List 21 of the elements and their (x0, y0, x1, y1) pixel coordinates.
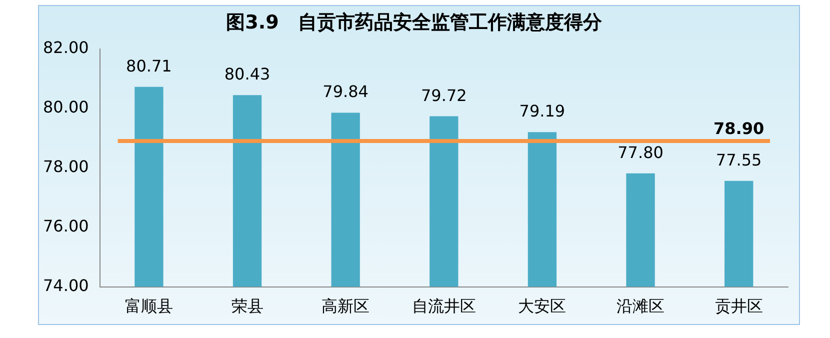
x-tick-label: 自流井区 (412, 296, 476, 316)
data-label: 79.84 (322, 82, 368, 102)
x-tick-label: 荣县 (231, 296, 264, 316)
y-tick-label: 74.00 (42, 276, 89, 295)
data-label: 80.71 (126, 56, 172, 76)
ref-line-label: 78.90 (714, 119, 764, 138)
y-tick-label: 80.00 (42, 97, 89, 116)
x-tick-label: 贡井区 (714, 296, 763, 316)
x-tick-label: 沿滩区 (616, 296, 665, 316)
x-tick-label: 富顺县 (124, 296, 173, 316)
data-label: 79.72 (420, 86, 467, 105)
data-label: 77.55 (716, 150, 762, 170)
data-label: 80.43 (224, 64, 270, 84)
chart-title: 图3.9 自贡市药品安全监管工作满意度得分 (226, 11, 603, 34)
x-tick-label: 高新区 (322, 296, 370, 316)
data-label: 79.19 (519, 102, 566, 121)
y-tick-label: 76.00 (42, 216, 89, 236)
x-tick-label: 大安区 (518, 296, 566, 316)
y-tick-label: 78.00 (42, 156, 89, 176)
y-tick-label: 82.00 (42, 38, 89, 57)
data-label: 77.80 (618, 142, 664, 162)
